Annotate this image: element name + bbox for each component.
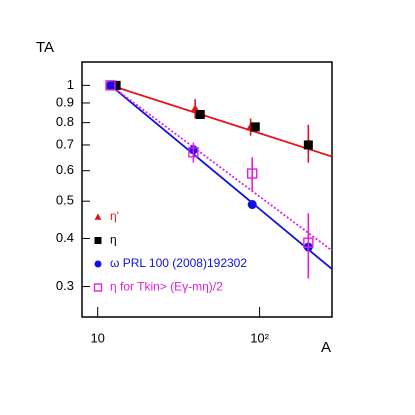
y-tick-label: 0.4 [56, 230, 74, 245]
marker [105, 80, 116, 91]
x-tick-label: 10 [90, 330, 104, 345]
plot-frame [81, 61, 333, 318]
legend-marker [94, 213, 102, 220]
legend-label: η [110, 233, 117, 247]
marker [303, 140, 313, 150]
x-tick-label: 10² [250, 330, 269, 345]
fit-line [109, 84, 333, 270]
y-axis-label: TA [36, 39, 54, 56]
y-tick-label: 0.6 [56, 162, 74, 177]
marker [250, 122, 260, 132]
marker [111, 80, 121, 90]
y-tick-label: 0.9 [56, 94, 74, 109]
legend-label: η for Tkin> (Eγ-mη)/2 [110, 280, 223, 294]
marker [246, 168, 258, 179]
marker [106, 80, 116, 90]
legend-marker [94, 260, 102, 268]
marker [195, 109, 205, 119]
marker [188, 147, 199, 158]
y-tick-label: 0.3 [56, 278, 74, 293]
y-tick-label: 0.5 [56, 193, 74, 208]
legend-marker [93, 283, 103, 292]
fit-line [110, 84, 333, 158]
y-tick-label: 1 [67, 77, 74, 92]
y-tick-label: 0.7 [56, 136, 74, 151]
x-axis-label: A [321, 339, 331, 356]
legend-label: η' [110, 209, 119, 223]
legend-label: ω PRL 100 (2008)192302 [110, 256, 247, 270]
marker [303, 237, 314, 248]
marker [247, 200, 257, 210]
legend-marker [94, 237, 102, 244]
y-tick-label: 0.8 [56, 114, 74, 129]
